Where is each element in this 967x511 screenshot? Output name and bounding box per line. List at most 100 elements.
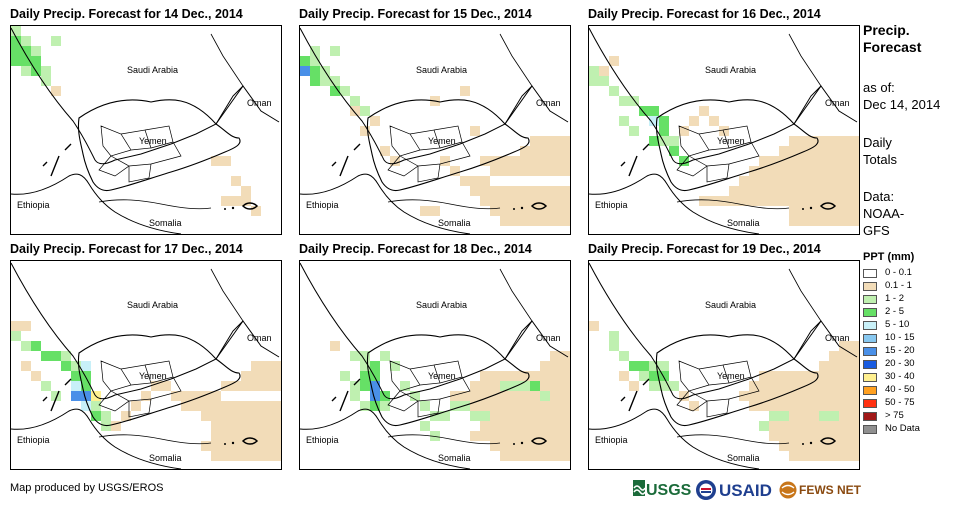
precip-cell bbox=[709, 196, 719, 206]
precip-cell bbox=[510, 371, 520, 381]
precip-cell bbox=[410, 391, 420, 401]
legend-swatch bbox=[863, 347, 877, 356]
precip-cell bbox=[181, 391, 191, 401]
precip-cell bbox=[221, 441, 231, 451]
map-label-oman: Oman bbox=[536, 333, 561, 343]
precip-cell bbox=[560, 156, 570, 166]
precip-cell bbox=[81, 381, 91, 391]
precip-cell bbox=[440, 411, 450, 421]
precip-cell bbox=[560, 196, 570, 206]
precip-cell bbox=[221, 381, 231, 391]
precip-cell bbox=[560, 186, 570, 196]
map-canvas: Saudi Arabia Oman Yemen Ethiopia Somalia bbox=[589, 27, 859, 234]
precip-cell bbox=[829, 146, 839, 156]
legend-title-line2: Forecast bbox=[863, 39, 922, 55]
map-label-ethiopia: Ethiopia bbox=[306, 200, 339, 210]
precip-cell bbox=[520, 196, 530, 206]
precip-cell bbox=[261, 451, 271, 461]
precip-cell bbox=[759, 371, 769, 381]
precip-cell bbox=[221, 421, 231, 431]
legend-ppt-title: PPT (mm) bbox=[863, 251, 915, 263]
precip-cell bbox=[370, 361, 380, 371]
precip-cell bbox=[839, 206, 849, 216]
precip-cell bbox=[819, 411, 829, 421]
precip-cell bbox=[829, 176, 839, 186]
legend-row: 40 - 50 bbox=[863, 384, 967, 397]
precip-cell bbox=[550, 136, 560, 146]
precip-cell bbox=[500, 196, 510, 206]
precip-cell bbox=[829, 156, 839, 166]
legend-swatch bbox=[863, 425, 877, 434]
usaid-logo-text: USAID bbox=[719, 481, 772, 500]
precip-cell bbox=[520, 421, 530, 431]
precip-cell bbox=[739, 196, 749, 206]
legend-label: > 75 bbox=[885, 410, 904, 421]
precip-cell bbox=[211, 391, 221, 401]
precip-cell bbox=[839, 196, 849, 206]
map-canvas: Saudi Arabia Oman Yemen Ethiopia Somalia bbox=[11, 262, 281, 469]
precip-cell bbox=[649, 136, 659, 146]
precip-cell bbox=[829, 196, 839, 206]
precip-cell bbox=[231, 381, 241, 391]
legend-row: 5 - 10 bbox=[863, 319, 967, 332]
forecast-map: Saudi Arabia Oman Yemen Ethiopia Somalia bbox=[10, 25, 282, 235]
precip-cell bbox=[560, 136, 570, 146]
precip-cell bbox=[330, 86, 340, 96]
precip-cell bbox=[659, 116, 669, 126]
precip-cell bbox=[61, 351, 71, 361]
precip-cell bbox=[41, 351, 51, 361]
precip-cell bbox=[161, 381, 171, 391]
precip-cell bbox=[390, 156, 400, 166]
legend-swatch bbox=[863, 412, 877, 421]
precip-cell bbox=[779, 431, 789, 441]
precip-cell bbox=[779, 391, 789, 401]
precip-cell bbox=[490, 166, 500, 176]
precip-cell bbox=[560, 371, 570, 381]
precip-cell bbox=[121, 411, 131, 421]
precip-cell bbox=[849, 421, 859, 431]
precip-cell bbox=[659, 371, 669, 381]
precip-cell bbox=[550, 381, 560, 391]
precip-cell bbox=[789, 441, 799, 451]
precip-cell bbox=[520, 371, 530, 381]
precip-cell bbox=[510, 401, 520, 411]
precip-cell bbox=[510, 391, 520, 401]
precip-cell bbox=[799, 166, 809, 176]
precip-cell bbox=[839, 421, 849, 431]
precip-cell bbox=[251, 381, 261, 391]
precip-cell bbox=[470, 391, 480, 401]
precip-cell bbox=[211, 441, 221, 451]
precip-cell bbox=[639, 106, 649, 116]
precip-cell bbox=[300, 66, 310, 76]
precip-cell bbox=[300, 56, 310, 66]
precip-cell bbox=[211, 431, 221, 441]
precip-cell bbox=[809, 196, 819, 206]
legend-totals-line2: Totals bbox=[863, 152, 897, 167]
precip-cell bbox=[500, 421, 510, 431]
legend-title-line1: Precip. bbox=[863, 22, 910, 38]
precip-cell bbox=[839, 186, 849, 196]
precip-cell bbox=[560, 206, 570, 216]
precip-cell bbox=[261, 441, 271, 451]
precip-cell bbox=[480, 431, 490, 441]
precip-cell bbox=[759, 196, 769, 206]
precip-cell bbox=[490, 411, 500, 421]
precip-cell bbox=[490, 431, 500, 441]
legend-label: 5 - 10 bbox=[885, 319, 910, 330]
precip-cell bbox=[809, 166, 819, 176]
precip-cell bbox=[799, 196, 809, 206]
precip-cell bbox=[849, 441, 859, 451]
precip-cell bbox=[201, 441, 211, 451]
precip-cell bbox=[749, 176, 759, 186]
precip-cell bbox=[629, 96, 639, 106]
precip-cell bbox=[480, 401, 490, 411]
legend-swatch bbox=[863, 386, 877, 395]
precip-cell bbox=[350, 351, 360, 361]
precip-cell bbox=[849, 146, 859, 156]
precip-cell bbox=[819, 421, 829, 431]
map-label-saudi: Saudi Arabia bbox=[705, 300, 756, 310]
map-label-ethiopia: Ethiopia bbox=[17, 435, 50, 445]
precip-cell bbox=[470, 401, 480, 411]
precip-cell bbox=[510, 186, 520, 196]
precip-cell bbox=[789, 401, 799, 411]
